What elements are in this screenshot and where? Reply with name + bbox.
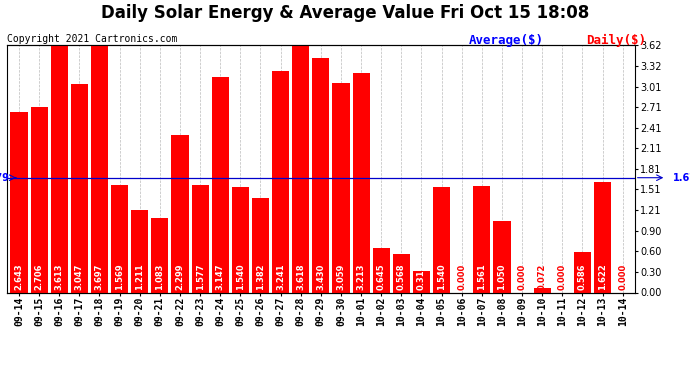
Text: 3.618: 3.618 bbox=[296, 263, 305, 290]
Bar bbox=[10, 112, 28, 292]
Bar bbox=[292, 45, 309, 292]
Text: 0.645: 0.645 bbox=[377, 263, 386, 290]
Bar bbox=[333, 83, 350, 292]
Text: 0.312: 0.312 bbox=[417, 263, 426, 290]
Bar bbox=[413, 271, 430, 292]
Text: 1.561: 1.561 bbox=[477, 263, 486, 290]
Text: 3.241: 3.241 bbox=[276, 263, 285, 290]
Text: 3.059: 3.059 bbox=[337, 263, 346, 290]
Bar bbox=[473, 186, 491, 292]
Bar bbox=[373, 248, 390, 292]
Bar bbox=[533, 288, 551, 292]
Bar bbox=[574, 252, 591, 292]
Text: +1.679: +1.679 bbox=[0, 173, 9, 183]
Text: 0.568: 0.568 bbox=[397, 263, 406, 290]
Text: 3.047: 3.047 bbox=[75, 263, 84, 290]
Bar bbox=[232, 187, 249, 292]
Text: 0.000: 0.000 bbox=[558, 264, 567, 290]
Text: Copyright 2021 Cartronics.com: Copyright 2021 Cartronics.com bbox=[7, 34, 177, 44]
Bar bbox=[252, 198, 269, 292]
Text: 1.679: 1.679 bbox=[673, 173, 690, 183]
Text: 1.211: 1.211 bbox=[135, 263, 144, 290]
Text: 3.213: 3.213 bbox=[357, 263, 366, 290]
Text: 1.569: 1.569 bbox=[115, 263, 124, 290]
Bar bbox=[353, 73, 370, 292]
Bar bbox=[111, 185, 128, 292]
Bar bbox=[192, 184, 208, 292]
Text: 0.000: 0.000 bbox=[618, 264, 627, 290]
Bar bbox=[151, 219, 168, 292]
Bar bbox=[131, 210, 148, 292]
Text: 1.382: 1.382 bbox=[256, 263, 265, 290]
Text: 3.697: 3.697 bbox=[95, 263, 104, 290]
Text: 3.147: 3.147 bbox=[216, 263, 225, 290]
Bar bbox=[433, 187, 450, 292]
Text: Average($): Average($) bbox=[469, 34, 544, 47]
Text: 1.540: 1.540 bbox=[437, 263, 446, 290]
Text: 1.622: 1.622 bbox=[598, 263, 607, 290]
Text: 1.050: 1.050 bbox=[497, 263, 506, 290]
Text: 0.000: 0.000 bbox=[457, 264, 466, 290]
Text: 2.643: 2.643 bbox=[14, 263, 23, 290]
Text: 0.586: 0.586 bbox=[578, 263, 587, 290]
Bar bbox=[171, 135, 188, 292]
Text: Daily($): Daily($) bbox=[586, 34, 647, 47]
Bar bbox=[594, 182, 611, 292]
Text: 2.706: 2.706 bbox=[34, 263, 43, 290]
Text: 1.577: 1.577 bbox=[195, 263, 205, 290]
Bar bbox=[313, 58, 329, 292]
Text: Daily Solar Energy & Average Value Fri Oct 15 18:08: Daily Solar Energy & Average Value Fri O… bbox=[101, 4, 589, 22]
Bar bbox=[393, 254, 410, 292]
Bar bbox=[493, 221, 511, 292]
Bar bbox=[50, 45, 68, 292]
Text: 3.613: 3.613 bbox=[55, 263, 63, 290]
Text: 2.299: 2.299 bbox=[175, 263, 184, 290]
Bar bbox=[71, 84, 88, 292]
Text: 0.072: 0.072 bbox=[538, 263, 546, 290]
Text: 1.540: 1.540 bbox=[236, 263, 245, 290]
Bar bbox=[272, 71, 289, 292]
Text: 3.430: 3.430 bbox=[316, 263, 326, 290]
Bar bbox=[212, 77, 229, 292]
Text: 1.083: 1.083 bbox=[155, 263, 164, 290]
Bar bbox=[91, 40, 108, 292]
Bar bbox=[30, 108, 48, 292]
Text: 0.000: 0.000 bbox=[518, 264, 526, 290]
